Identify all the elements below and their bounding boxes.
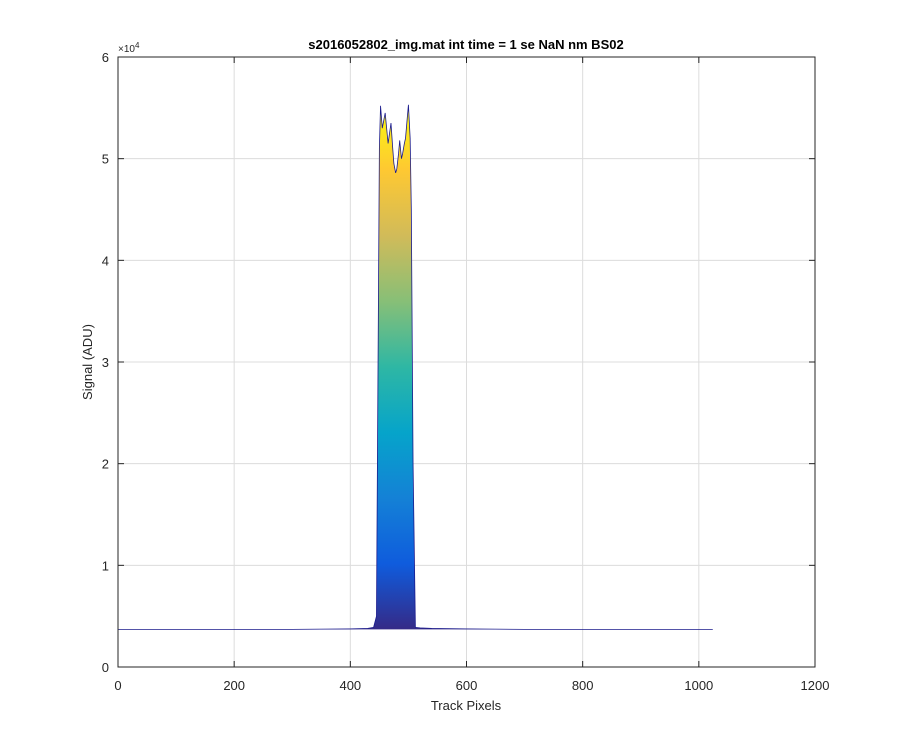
y-tick-labels: 0 1 2 3 4 5 6 — [102, 50, 109, 675]
chart-title: s2016052802_img.mat int time = 1 se NaN … — [308, 37, 623, 52]
grid — [118, 57, 815, 667]
y-axis-label: Signal (ADU) — [80, 324, 95, 400]
x-tick-labels: 0 200 400 600 800 1000 1200 — [114, 678, 829, 693]
y-tick-label: 3 — [102, 355, 109, 370]
y-tick-label: 6 — [102, 50, 109, 65]
x-tick-label: 600 — [456, 678, 478, 693]
y-exponent-label: ×104 — [118, 41, 140, 55]
x-tick-label: 1200 — [801, 678, 830, 693]
y-exponent-power: 4 — [135, 41, 140, 50]
x-tick-label: 200 — [223, 678, 245, 693]
data-layer — [118, 104, 713, 630]
x-tick-label: 400 — [339, 678, 361, 693]
x-axis-label: Track Pixels — [431, 698, 502, 713]
y-tick-label: 1 — [102, 558, 109, 573]
x-tick-label: 1000 — [684, 678, 713, 693]
x-tick-label: 800 — [572, 678, 594, 693]
axes — [117, 56, 816, 668]
signal-line — [118, 104, 713, 630]
y-tick-label: 2 — [102, 457, 109, 472]
y-tick-label: 4 — [102, 253, 109, 268]
x-tick-label: 0 — [114, 678, 121, 693]
y-exponent-base: ×10 — [118, 44, 135, 55]
y-tick-label: 5 — [102, 152, 109, 167]
y-tick-label: 0 — [102, 660, 109, 675]
